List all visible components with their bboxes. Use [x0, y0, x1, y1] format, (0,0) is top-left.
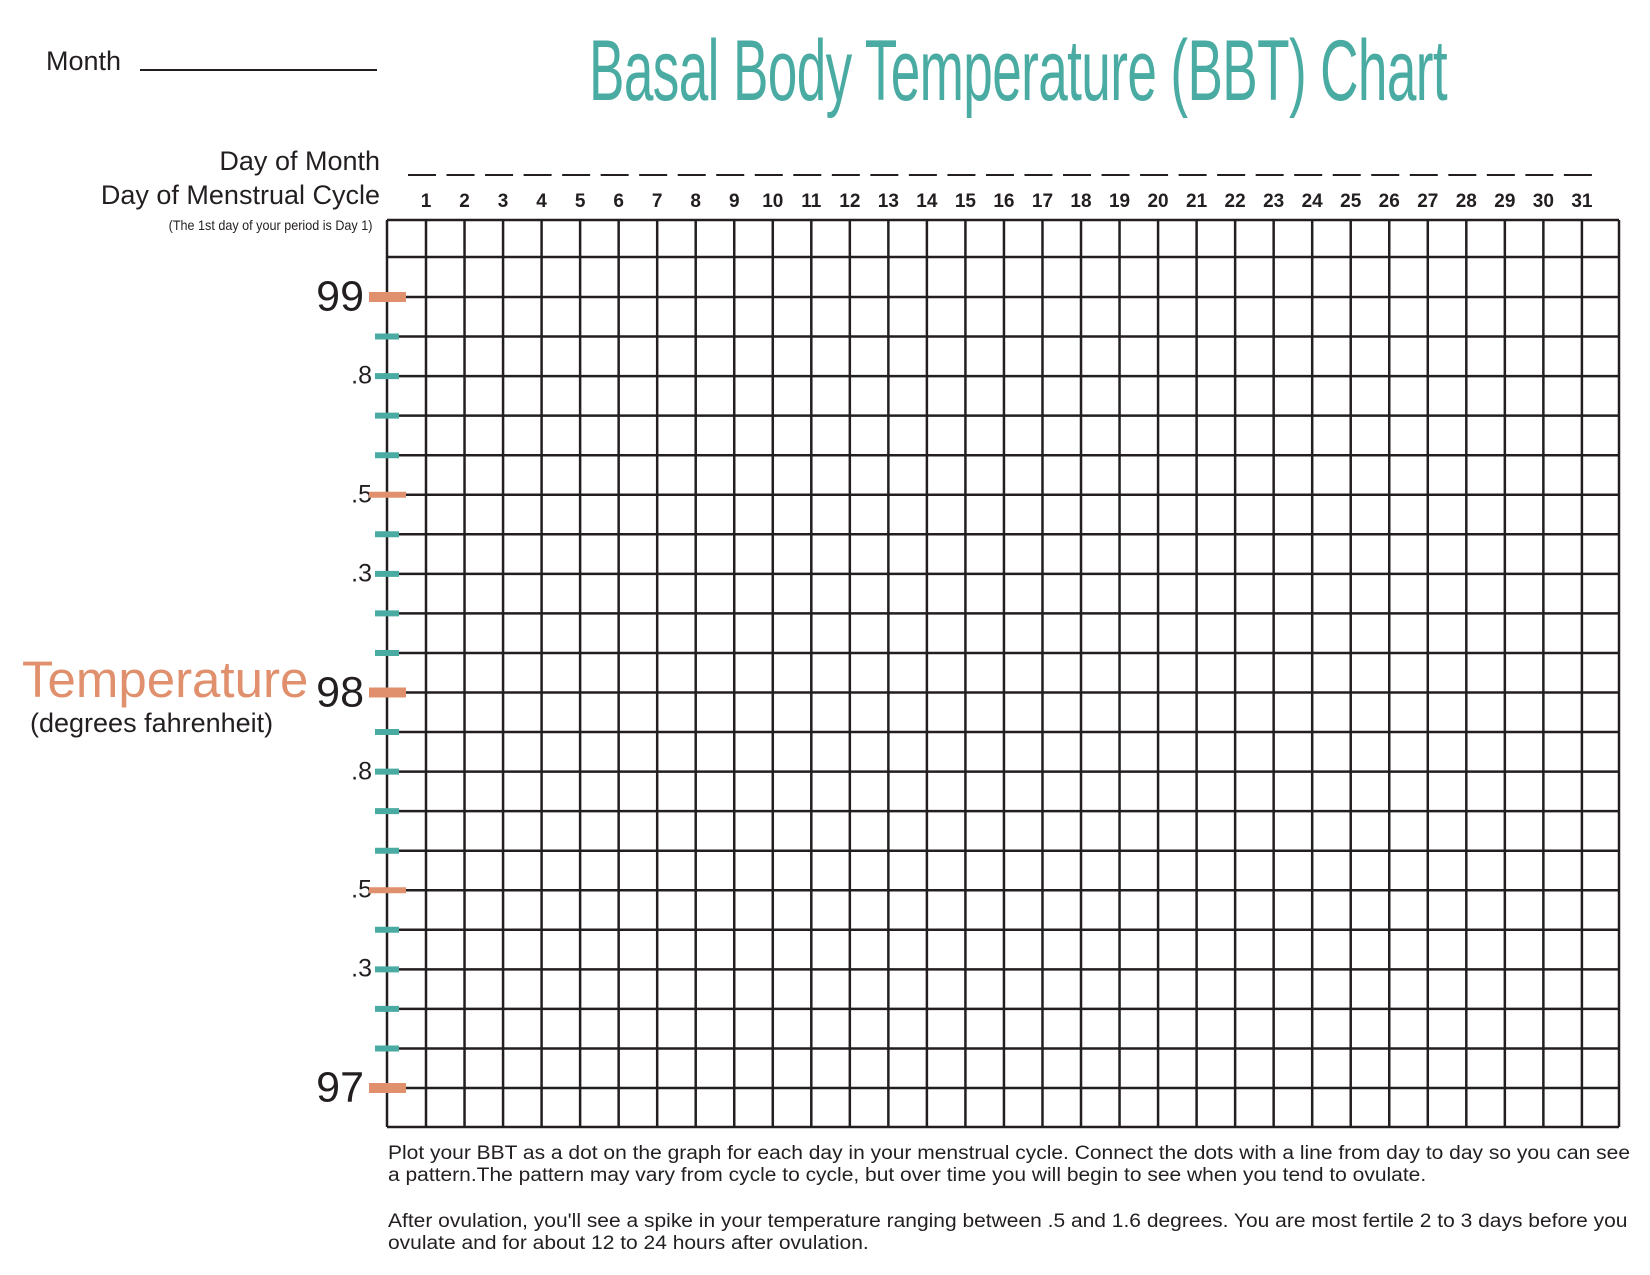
day-number-label: 1 — [420, 191, 432, 212]
temperature-tick-label: .5 — [351, 875, 372, 904]
day-number-label: 29 — [1494, 191, 1516, 212]
day-number-label: 2 — [459, 191, 470, 212]
cycle-note: (The 1st day of your period is Day 1) — [168, 217, 372, 233]
day-number-label: 22 — [1224, 191, 1246, 212]
day-number-label: 10 — [762, 191, 784, 212]
day-number-label: 30 — [1532, 191, 1554, 212]
day-number-label: 26 — [1378, 191, 1400, 212]
temperature-tick-label: 99 — [316, 272, 364, 321]
temperature-axis-label: Temperature — [22, 651, 309, 708]
day-number-label: 28 — [1455, 191, 1477, 212]
day-number-label: 19 — [1108, 191, 1131, 212]
day-number-label: 3 — [497, 191, 509, 212]
day-number-label: 24 — [1301, 191, 1323, 212]
day-number-label: 31 — [1571, 191, 1593, 212]
day-number-label: 11 — [801, 191, 822, 212]
day-of-month-label: Day of Month — [219, 146, 380, 176]
day-number-label: 13 — [877, 191, 899, 212]
instructions-line: Plot your BBT as a dot on the graph for … — [388, 1143, 1630, 1164]
day-number-label: 20 — [1147, 191, 1169, 212]
temperature-tick-label: 98 — [316, 668, 364, 716]
temperature-unit-label: (degrees fahrenheit) — [30, 708, 274, 738]
day-number-label: 12 — [839, 191, 861, 212]
day-number-label: 6 — [613, 191, 624, 212]
day-number-label: 5 — [574, 191, 586, 212]
temperature-tick-label: .8 — [351, 757, 372, 786]
instructions-line: a pattern.The pattern may vary from cycl… — [388, 1165, 1427, 1186]
month-write-in-line[interactable] — [140, 69, 377, 71]
day-number-label: 21 — [1186, 191, 1208, 212]
day-number-label: 25 — [1340, 191, 1362, 212]
day-number-label: 27 — [1417, 191, 1439, 212]
temperature-tick-label: .3 — [351, 559, 372, 588]
day-number-label: 23 — [1263, 191, 1285, 212]
day-number-label: 9 — [728, 191, 740, 212]
day-number-label: 15 — [954, 191, 976, 212]
instructions-line: ovulate and for about 12 to 24 hours aft… — [388, 1233, 869, 1254]
day-number-label: 16 — [993, 191, 1015, 212]
day-number-label: 17 — [1031, 191, 1054, 212]
day-number-label: 18 — [1070, 191, 1092, 212]
temperature-tick-label: .8 — [351, 361, 372, 390]
temperature-tick-label: .5 — [351, 480, 372, 509]
day-number-label: 8 — [690, 191, 701, 212]
temperature-tick-label: 97 — [316, 1063, 364, 1112]
instructions-line: After ovulation, you'll see a spike in y… — [388, 1211, 1628, 1232]
day-number-label: 7 — [651, 191, 663, 212]
day-number-label: 14 — [916, 191, 938, 212]
day-number-label: 4 — [536, 191, 547, 212]
temperature-tick-label: .3 — [351, 954, 372, 983]
page-title: Basal Body Temperature (BBT) Chart — [589, 23, 1448, 119]
month-label: Month — [46, 46, 122, 76]
day-of-cycle-label: Day of Menstrual Cycle — [100, 180, 380, 210]
